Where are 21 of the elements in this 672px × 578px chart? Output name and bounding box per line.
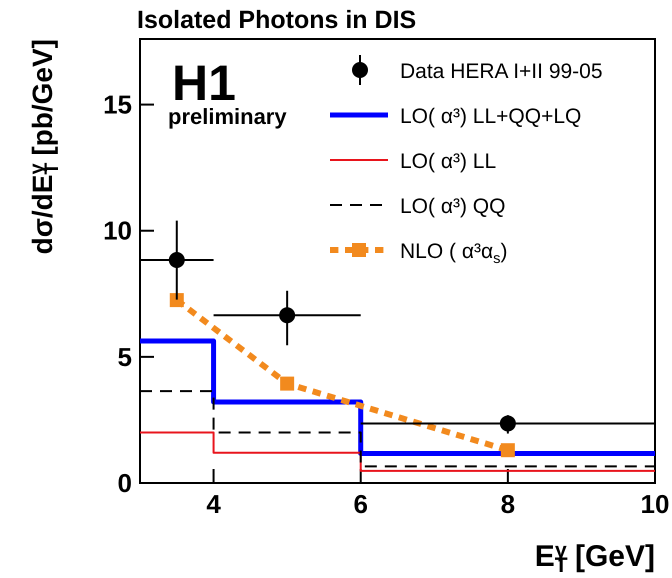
y-tick-label: 0 [118, 468, 132, 498]
point [168, 252, 185, 268]
x-tick-label: 4 [206, 489, 222, 519]
annotation: preliminary [168, 104, 288, 129]
legend-label: LO( α³) LL [400, 150, 496, 173]
x-tick-label: 8 [500, 489, 516, 519]
legend-label: NLO ( α³α$_{s}$) [400, 240, 508, 266]
x-tick-label: 6 [353, 489, 368, 519]
point [279, 307, 296, 324]
chart-title: Isolated Photons in DIS [137, 6, 416, 34]
legend-label: LO( α³) LL+QQ+LQ [400, 105, 582, 128]
y-tick-label: 10 [103, 216, 132, 246]
y-tick-label: 5 [118, 342, 132, 372]
point [500, 443, 515, 458]
x-tick-label: 10 [640, 489, 670, 519]
point [500, 415, 516, 432]
legend-label: Data HERA I+II 99-05 [400, 60, 603, 83]
y-tick-label: 15 [103, 90, 132, 120]
point [170, 293, 184, 308]
legend-label: LO( α³) QQ [400, 195, 506, 218]
point [280, 376, 294, 391]
